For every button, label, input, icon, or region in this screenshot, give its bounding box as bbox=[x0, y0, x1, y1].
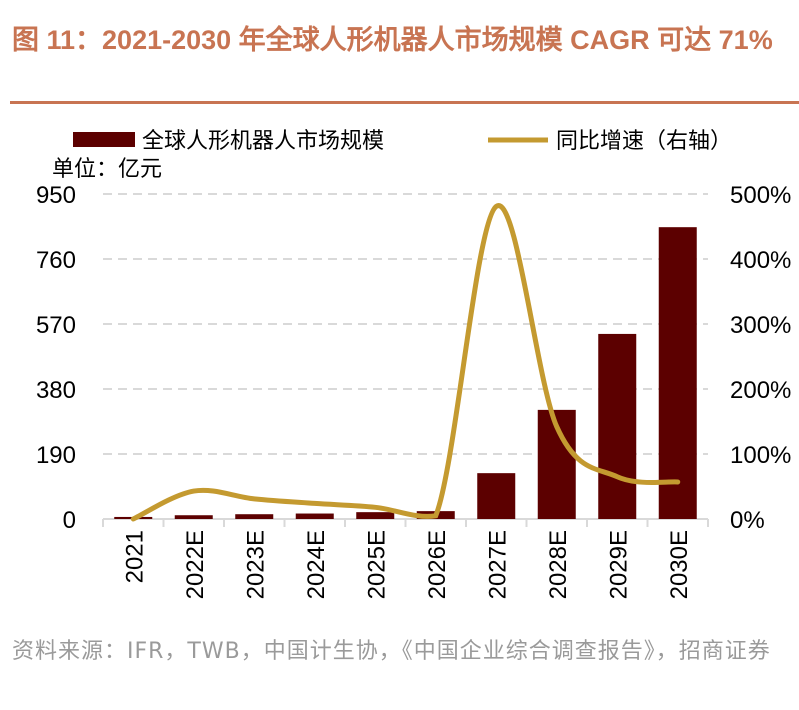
bar-2025E bbox=[356, 512, 395, 519]
x-tick-label: 2030E bbox=[666, 530, 693, 599]
x-tick-label: 2029E bbox=[605, 530, 632, 599]
right-tick-label: 200% bbox=[730, 377, 791, 404]
left-tick-label: 570 bbox=[36, 312, 76, 339]
bar-2023E bbox=[235, 514, 274, 519]
x-tick-label: 2027E bbox=[484, 530, 511, 599]
right-tick-label: 400% bbox=[730, 247, 791, 274]
legend-bar-swatch bbox=[73, 132, 135, 147]
left-tick-label: 950 bbox=[36, 182, 76, 209]
x-tick-label: 2024E bbox=[303, 530, 330, 599]
x-tick-label: 2021 bbox=[121, 530, 148, 583]
unit-label: 单位：亿元 bbox=[52, 157, 162, 182]
bar-2024E bbox=[295, 513, 334, 519]
right-tick-label: 500% bbox=[730, 182, 791, 209]
x-tick-label: 2023E bbox=[242, 530, 269, 599]
growth-rate-line bbox=[130, 203, 681, 522]
x-tick-label: 2026E bbox=[424, 530, 451, 599]
left-tick-label: 0 bbox=[63, 507, 76, 534]
bar-2022E bbox=[174, 515, 213, 519]
left-tick-label: 190 bbox=[36, 442, 76, 469]
bar-2027E bbox=[477, 473, 516, 519]
left-tick-label: 380 bbox=[36, 377, 76, 404]
bar-2029E bbox=[598, 333, 637, 519]
title-divider bbox=[10, 101, 799, 104]
right-tick-label: 100% bbox=[730, 442, 791, 469]
x-tick-label: 2025E bbox=[363, 530, 390, 599]
figure-title: 图 11：2021-2030 年全球人形机器人市场规模 CAGR 可达 71% bbox=[12, 25, 773, 55]
left-tick-label: 760 bbox=[36, 247, 76, 274]
x-tick-label: 2022E bbox=[182, 530, 209, 599]
bar-2030E bbox=[658, 227, 697, 519]
chart: 0 190 380 570 760 950 0% 100% 200% 300% 400% 500% 20… bbox=[36, 129, 791, 599]
legend-line-label: 同比增速（右轴） bbox=[556, 129, 732, 154]
right-tick-label: 0% bbox=[730, 507, 765, 534]
legend-bar-label: 全球人形机器人市场规模 bbox=[142, 129, 384, 154]
right-tick-label: 300% bbox=[730, 312, 791, 339]
source-note: 资料来源：IFR，TWB，中国计生协，《中国企业综合调查报告》，招商证券 bbox=[12, 639, 771, 664]
x-tick-label: 2028E bbox=[545, 530, 572, 599]
